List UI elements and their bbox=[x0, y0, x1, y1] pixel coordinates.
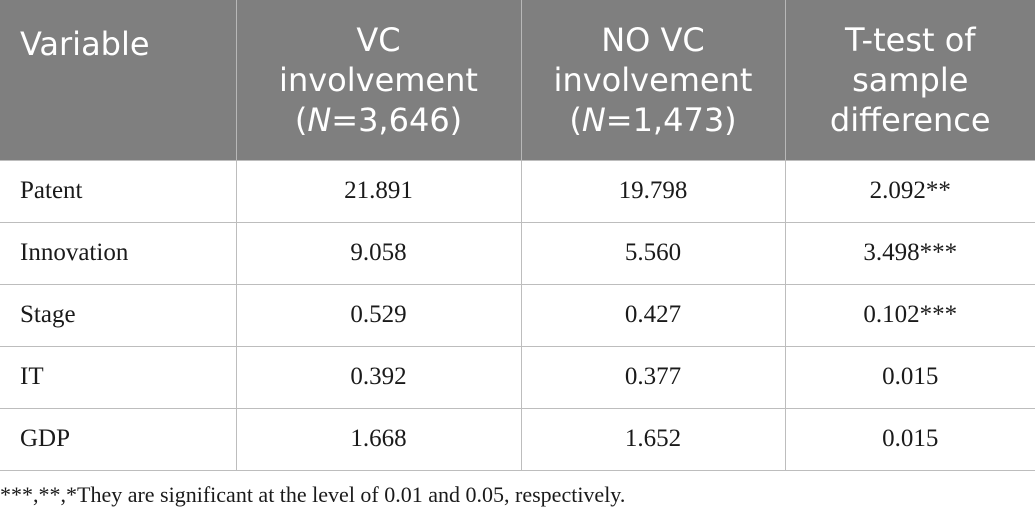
cell-t-test: 3.498*** bbox=[784, 221, 1035, 284]
cell-variable: GDP bbox=[0, 407, 236, 471]
header-t-test: T-test of sample difference bbox=[784, 0, 1035, 160]
table-footnote: ***,**,*They are significant at the leve… bbox=[0, 482, 626, 507]
table-row: GDP 1.668 1.652 0.015 bbox=[0, 407, 1035, 471]
cell-t-test: 2.092** bbox=[784, 159, 1035, 222]
cell-vc: 0.529 bbox=[235, 283, 521, 346]
cell-vc: 0.392 bbox=[235, 345, 521, 408]
n-value: =3,646) bbox=[331, 100, 463, 139]
n-prefix: ( bbox=[294, 100, 308, 139]
header-variable: Variable bbox=[0, 0, 236, 160]
cell-variable: Stage bbox=[0, 283, 236, 346]
header-line: sample bbox=[852, 60, 969, 99]
table-row: IT 0.392 0.377 0.015 bbox=[0, 345, 1035, 408]
cell-t-test: 0.015 bbox=[784, 345, 1035, 408]
cell-no-vc: 19.798 bbox=[520, 159, 785, 222]
n-prefix: ( bbox=[569, 100, 582, 139]
cell-vc: 9.058 bbox=[235, 221, 521, 284]
table-row: Patent 21.891 19.798 2.092** bbox=[0, 159, 1035, 222]
cell-t-test: 0.015 bbox=[784, 407, 1035, 471]
header-line: T-test of bbox=[844, 20, 976, 59]
cell-variable: IT bbox=[0, 345, 236, 408]
header-sample-size: (N=3,646) bbox=[245, 100, 513, 140]
cell-vc: 21.891 bbox=[235, 159, 521, 222]
cell-no-vc: 0.377 bbox=[520, 345, 785, 408]
cell-variable: Innovation bbox=[0, 221, 236, 284]
cell-no-vc: 1.652 bbox=[520, 407, 785, 471]
n-value: =1,473) bbox=[605, 100, 737, 139]
cell-no-vc: 0.427 bbox=[520, 283, 785, 346]
header-line: involvement bbox=[279, 60, 478, 99]
header-line: difference bbox=[829, 100, 991, 139]
table-row: Stage 0.529 0.427 0.102*** bbox=[0, 283, 1035, 346]
header-variable-line: Variable bbox=[20, 25, 150, 63]
header-row: Variable VC involvement (N=3,646) NO VC … bbox=[0, 0, 1035, 160]
n-symbol: N bbox=[581, 100, 606, 139]
cell-no-vc: 5.560 bbox=[520, 221, 785, 284]
summary-statistics-table: Variable VC involvement (N=3,646) NO VC … bbox=[0, 0, 1035, 471]
header-line: involvement bbox=[553, 60, 753, 99]
n-symbol: N bbox=[307, 100, 332, 139]
header-no-vc-involvement: NO VC involvement (N=1,473) bbox=[520, 0, 785, 160]
header-line: NO VC bbox=[601, 20, 705, 59]
cell-vc: 1.668 bbox=[235, 407, 521, 471]
table-row: Innovation 9.058 5.560 3.498*** bbox=[0, 221, 1035, 284]
header-vc-involvement: VC involvement (N=3,646) bbox=[235, 0, 521, 160]
header-sample-size: (N=1,473) bbox=[530, 100, 777, 140]
header-line: VC bbox=[356, 20, 401, 59]
cell-variable: Patent bbox=[0, 159, 236, 222]
cell-t-test: 0.102*** bbox=[784, 283, 1035, 346]
